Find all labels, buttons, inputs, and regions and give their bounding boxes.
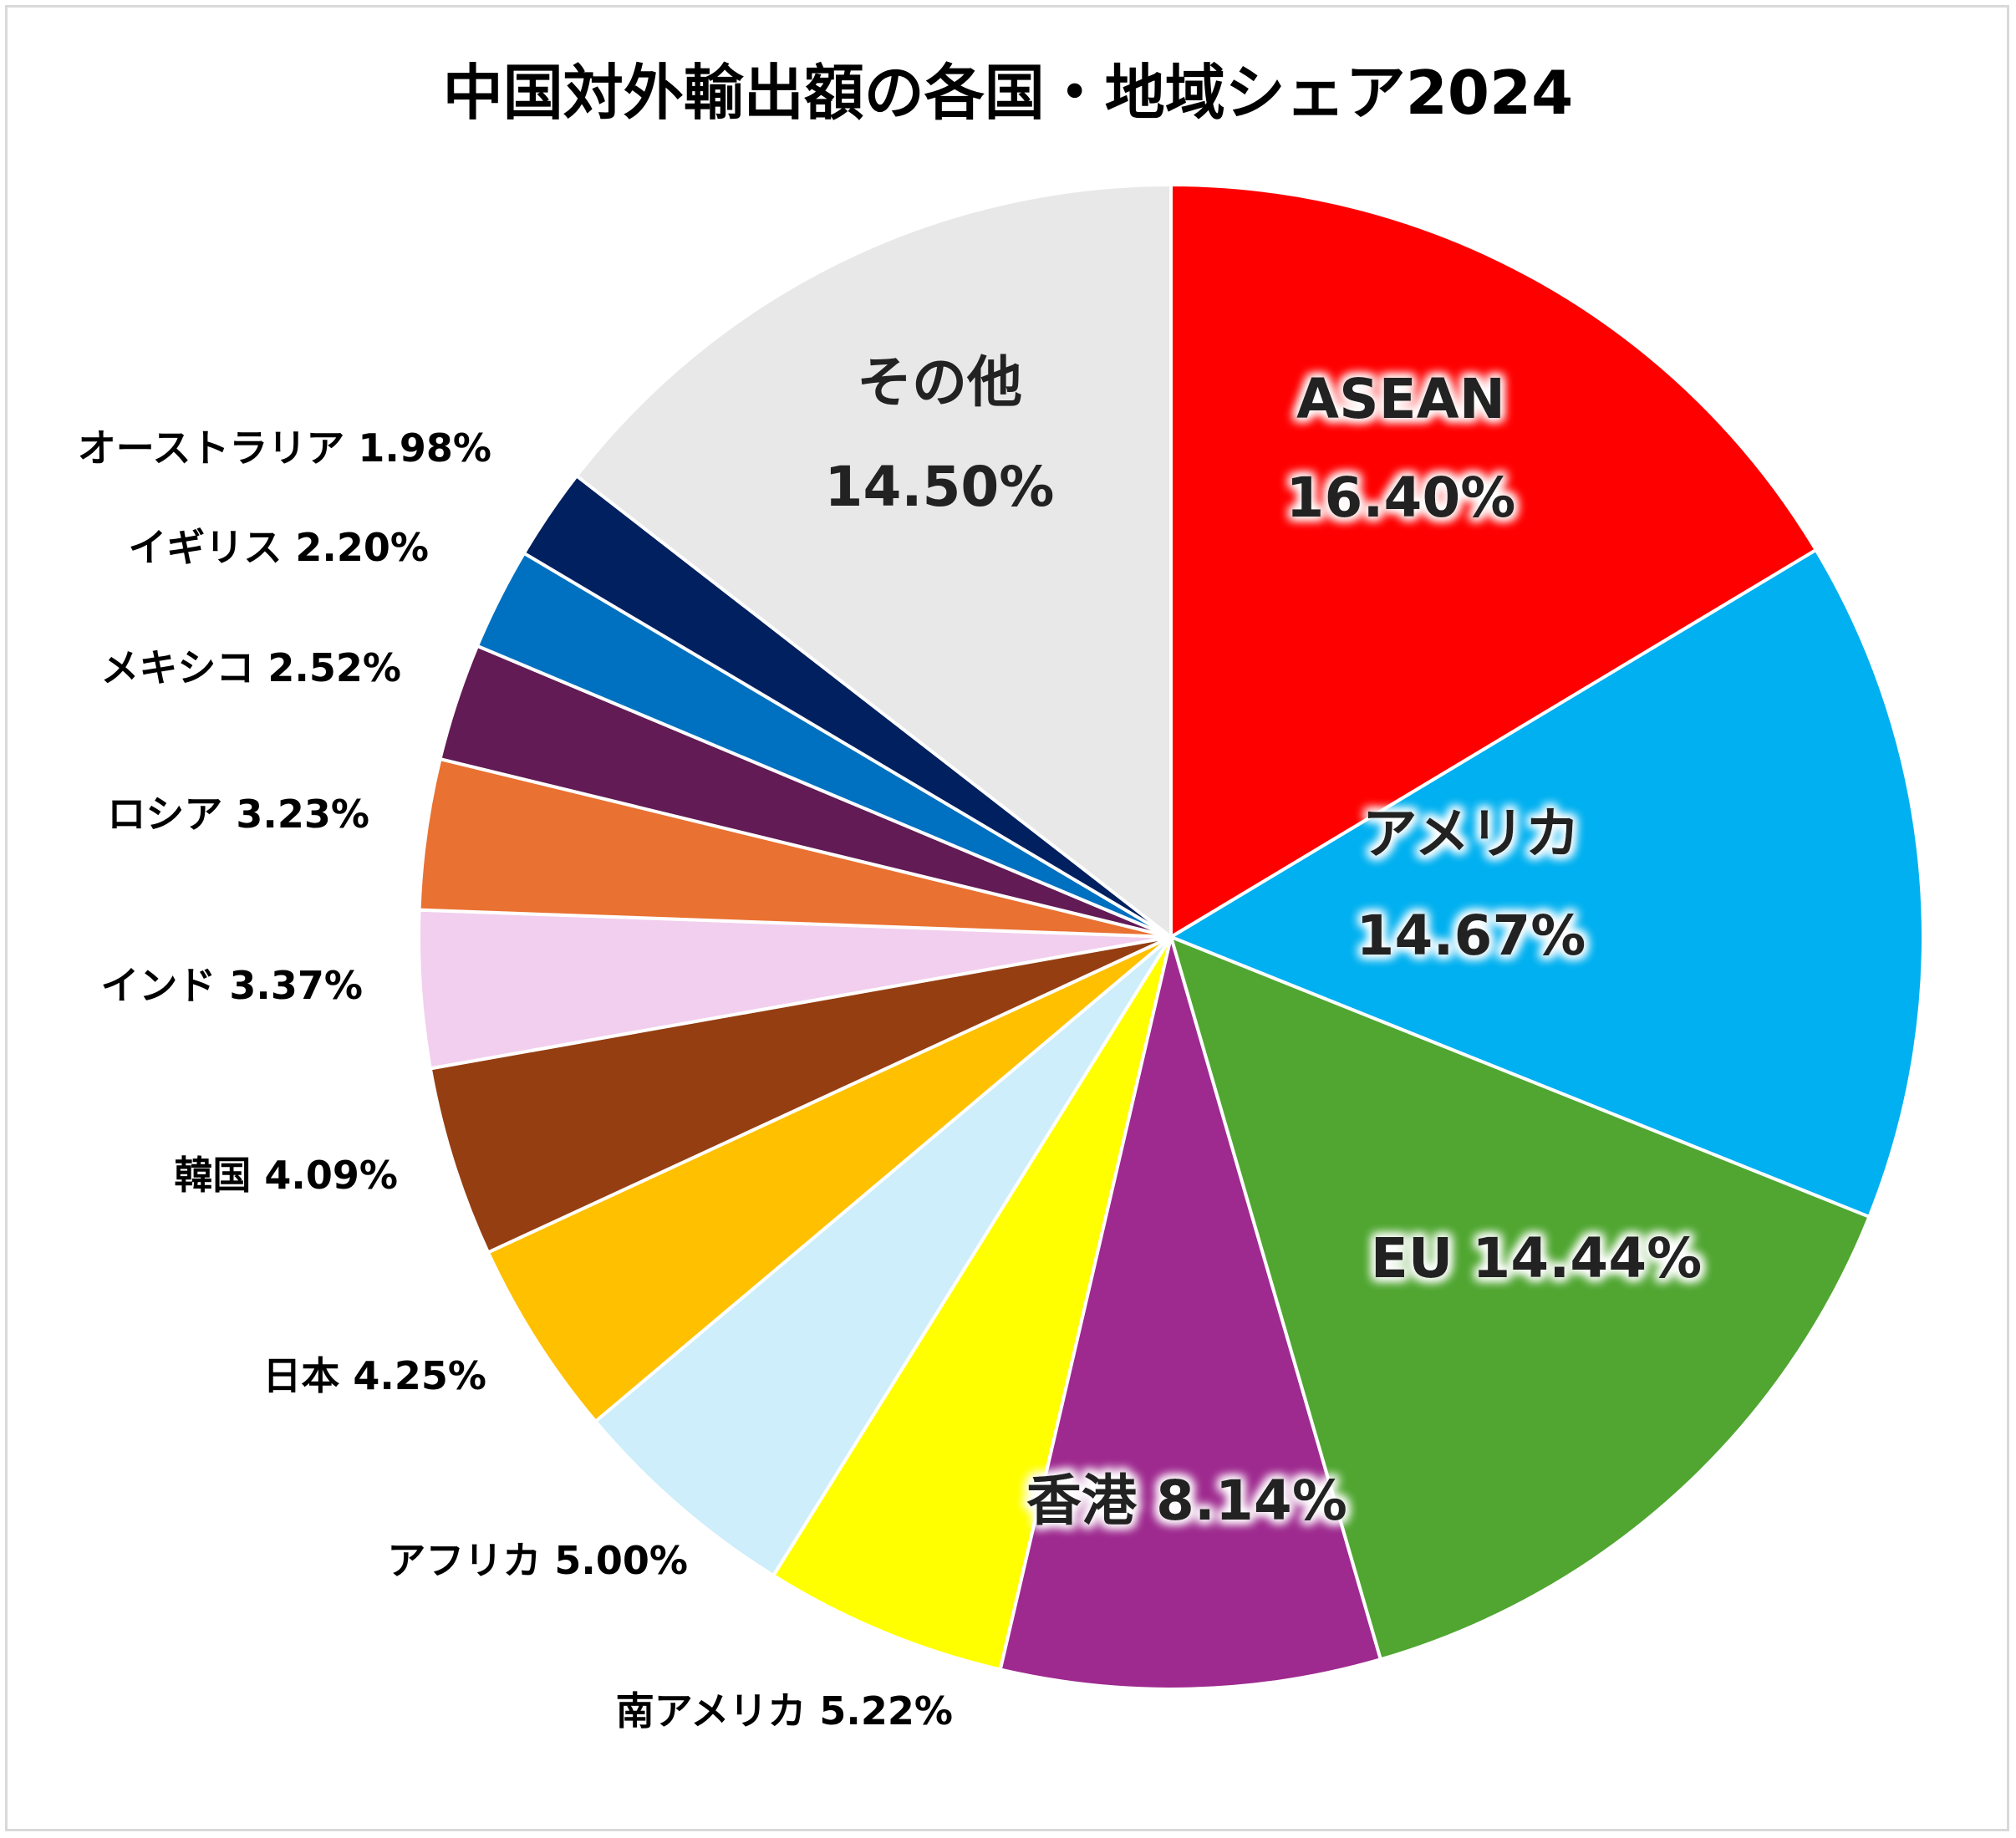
slice-label-usa: アメリカ <box>1362 802 1581 866</box>
pie-slice-korea <box>428 935 1172 1255</box>
pie-slice-south-america <box>771 935 1173 1672</box>
pie-slice-africa <box>593 935 1173 1578</box>
slice-label-south-america: 南アメリカ 5.22% <box>616 1688 953 1734</box>
slice-value-asean: 16.40% <box>1286 466 1516 530</box>
pie-slice-others <box>574 182 1173 941</box>
slice-label-uk: イギリス 2.20% <box>128 525 429 570</box>
slice-label-russia: ロシア 3.23% <box>107 792 369 837</box>
slice-label-korea: 韓国 4.09% <box>174 1153 398 1198</box>
slice-label-africa: アフリカ 5.00% <box>387 1538 688 1583</box>
pie-slice-eu <box>1168 934 1872 1662</box>
pie-slice-japan <box>486 935 1173 1424</box>
slice-label-others: その他 <box>857 350 1022 415</box>
pie-slice-hong-kong <box>998 930 1383 1691</box>
slice-label-japan: 日本 4.25% <box>262 1353 486 1398</box>
chart-title: 中国対外輸出額の各国・地域シェア2024 <box>442 58 1574 128</box>
slice-label-eu: EU 14.44% <box>1371 1226 1703 1291</box>
slice-label-asean: ASEAN <box>1296 367 1505 431</box>
slice-label-hong-kong: 香港 8.14% <box>1026 1469 1347 1533</box>
slice-label-australia: オーストラリア 1.98% <box>78 425 491 471</box>
slice-value-usa: 14.67% <box>1357 904 1586 968</box>
slice-value-others: 14.50% <box>825 455 1055 519</box>
slice-label-mexico: メキシコ 2.52% <box>100 645 401 690</box>
slice-label-india: インド 3.37% <box>100 963 363 1008</box>
pie-slice-asean <box>1169 182 1819 940</box>
pie-slice-usa <box>1167 547 1926 1219</box>
